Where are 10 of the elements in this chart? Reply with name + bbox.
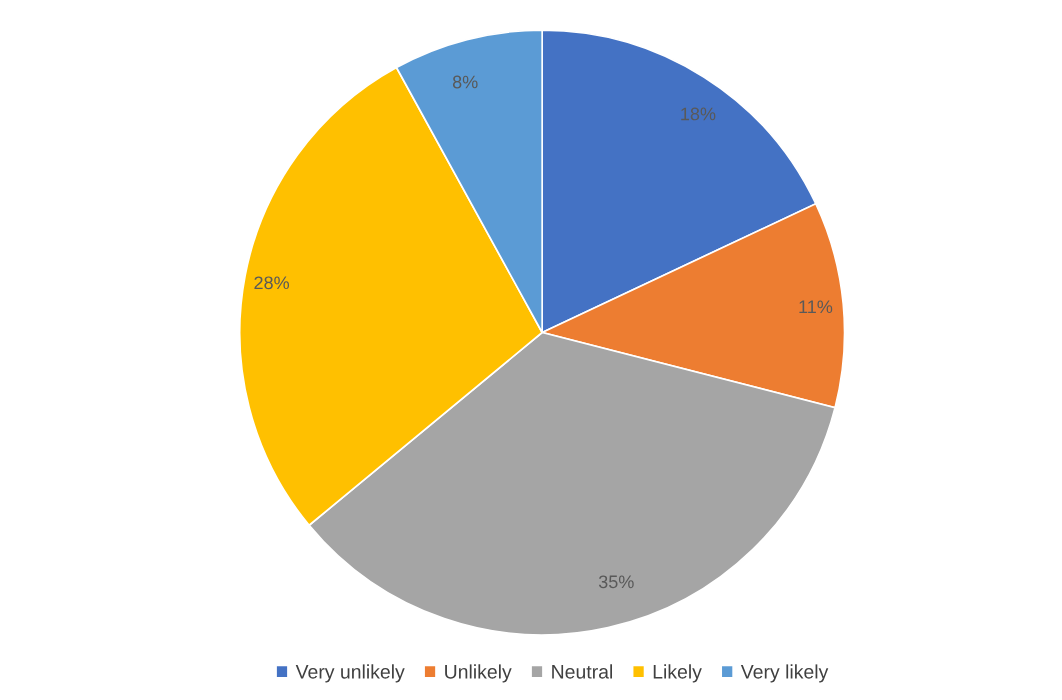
data-label: 18% (681, 107, 716, 121)
legend-label: Unlikely (445, 664, 512, 683)
data-label: 35% (598, 575, 634, 589)
legend-label: Very likely (740, 664, 829, 683)
legend-label: Likely (653, 664, 702, 683)
legend-label: Very unlikely (295, 664, 405, 683)
data-label: 8% (452, 75, 478, 89)
data-label: 11% (799, 300, 833, 314)
data-label: 28% (254, 276, 290, 290)
legend-label: Neutral (552, 664, 612, 679)
